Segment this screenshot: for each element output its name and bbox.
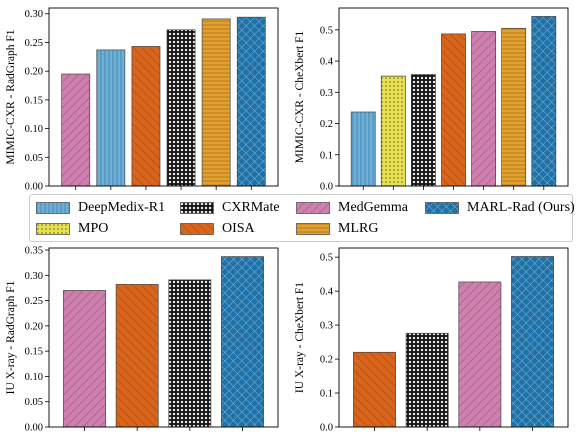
y-tick-label: 0.2	[320, 355, 333, 366]
legend-label-marl-rad: MARL-Rad (Ours)	[467, 200, 575, 215]
y-tick-label: 0.05	[25, 153, 43, 164]
y-tick-label: 0.5	[320, 25, 333, 36]
bar-cxrmate	[166, 29, 196, 187]
axes-frame	[338, 7, 569, 187]
bar-cxrmate	[411, 74, 436, 187]
bar-oisa	[353, 351, 396, 428]
y-tick-label: 0.2	[320, 119, 333, 130]
y-axis-label: MIMIC-CXR - RadGraph F1	[5, 29, 17, 164]
bar-marl-rad-ours	[511, 256, 554, 428]
y-axis-label: IU X-ray - CheXbert F1	[294, 282, 306, 393]
legend-item-deepmedix-r1: DeepMedix-R1	[36, 200, 165, 216]
legend-label-oisa: OISA	[222, 221, 255, 236]
legend-label-deepmedix-r1: DeepMedix-R1	[78, 200, 166, 215]
y-tick-label: 0.10	[25, 372, 43, 383]
legend-swatch-oisa	[180, 223, 214, 235]
bar-mlrg	[501, 27, 527, 187]
axes-frame	[338, 247, 569, 428]
bar-medgemma	[63, 290, 106, 428]
legend-item-mpo: MPO	[36, 221, 108, 237]
y-tick-label: 0.05	[25, 397, 43, 408]
bar-mpo	[380, 75, 406, 187]
y-tick-label: 0.0	[320, 182, 333, 193]
y-tick-label: 0.4	[320, 287, 334, 298]
bar-cxrmate	[168, 279, 212, 428]
legend-label-medgemma: MedGemma	[338, 200, 408, 215]
y-tick-label: 0.30	[25, 9, 43, 20]
bar-marl-rad-ours	[236, 16, 266, 187]
bar-marl-rad-ours	[531, 16, 557, 187]
bar-deepmedix-r1	[350, 111, 376, 187]
y-tick-label: 0.20	[25, 67, 43, 78]
y-tick-label: 0.15	[25, 95, 43, 106]
bar-deepmedix-r1	[96, 49, 126, 187]
y-tick-label: 0.3	[320, 321, 333, 332]
legend-item-marl-rad: MARL-Rad (Ours)	[425, 200, 575, 216]
legend-swatch-medgemma	[296, 202, 330, 214]
y-tick-label: 0.00	[25, 182, 43, 193]
bar-oisa	[115, 284, 159, 428]
legend-item-oisa: OISA	[180, 221, 255, 237]
y-tick-label: 0.4	[320, 57, 334, 68]
bar-medgemma	[471, 31, 496, 187]
chart-panel-1: 0.00 0.05 0.10 0.15 0.20 0.25 0.30 MIMIC-CXR - …	[5, 7, 279, 193]
legend: DeepMedix-R1 CXRMate MedGemma MARL-Rad (…	[29, 194, 575, 242]
y-tick-label: 0.5	[320, 253, 333, 264]
bar-medgemma	[458, 281, 502, 428]
legend-item-cxrmate: CXRMate	[180, 200, 280, 216]
y-tick-label: 0.0	[320, 423, 333, 434]
y-tick-label: 0.15	[25, 347, 43, 358]
y-tick-label: 0.25	[25, 296, 43, 307]
bar-mlrg	[201, 18, 231, 187]
legend-label-cxrmate: CXRMate	[222, 200, 280, 215]
bar-cxrmate	[405, 332, 449, 428]
axes-frame	[48, 247, 279, 428]
y-axis-label: MIMIC-CXR - CheXbert F1	[294, 30, 306, 163]
y-tick-label: 0.20	[25, 321, 43, 332]
y-tick-label: 0.3	[320, 88, 333, 99]
y-tick-label: 0.00	[25, 423, 43, 434]
legend-item-medgemma: MedGemma	[296, 200, 408, 216]
bar-oisa	[441, 33, 466, 187]
legend-swatch-mpo	[36, 223, 70, 235]
y-tick-label: 0.25	[25, 38, 43, 49]
legend-label-mpo: MPO	[78, 221, 109, 236]
legend-item-mlrg: MLRG	[296, 221, 378, 237]
y-tick-label: 0.1	[320, 389, 333, 400]
y-tick-label: 0.30	[25, 271, 43, 282]
legend-label-mlrg: MLRG	[338, 221, 379, 236]
legend-swatch-mlrg	[296, 223, 330, 235]
bar-oisa	[131, 46, 161, 187]
bar-medgemma	[61, 73, 91, 187]
y-axis-label: IU X-ray - RadGraph F1	[5, 280, 17, 394]
legend-swatch-deepmedix-r1	[36, 202, 70, 214]
axes-frame	[48, 7, 279, 187]
chart-panel-3: 0.00 0.05 0.10 0.15 0.20 0.25 0.30 0.35 IU X-ray…	[5, 246, 279, 434]
y-tick-label: 0.1	[320, 150, 333, 161]
y-tick-label: 0.35	[25, 246, 43, 257]
legend-swatch-marl-rad	[425, 202, 459, 214]
chart-panel-4: 0.0 0.1 0.2 0.3 0.4 0.5 IU X-ray - CheXbert F1	[294, 247, 569, 434]
chart-panel-2: 0.0 0.1 0.2 0.3 0.4 0.5 MIMIC-CXR - CheXbert F…	[294, 7, 569, 193]
bar-marl-rad-ours	[221, 256, 264, 428]
y-tick-label: 0.10	[25, 124, 43, 135]
legend-swatch-cxrmate	[180, 202, 214, 214]
